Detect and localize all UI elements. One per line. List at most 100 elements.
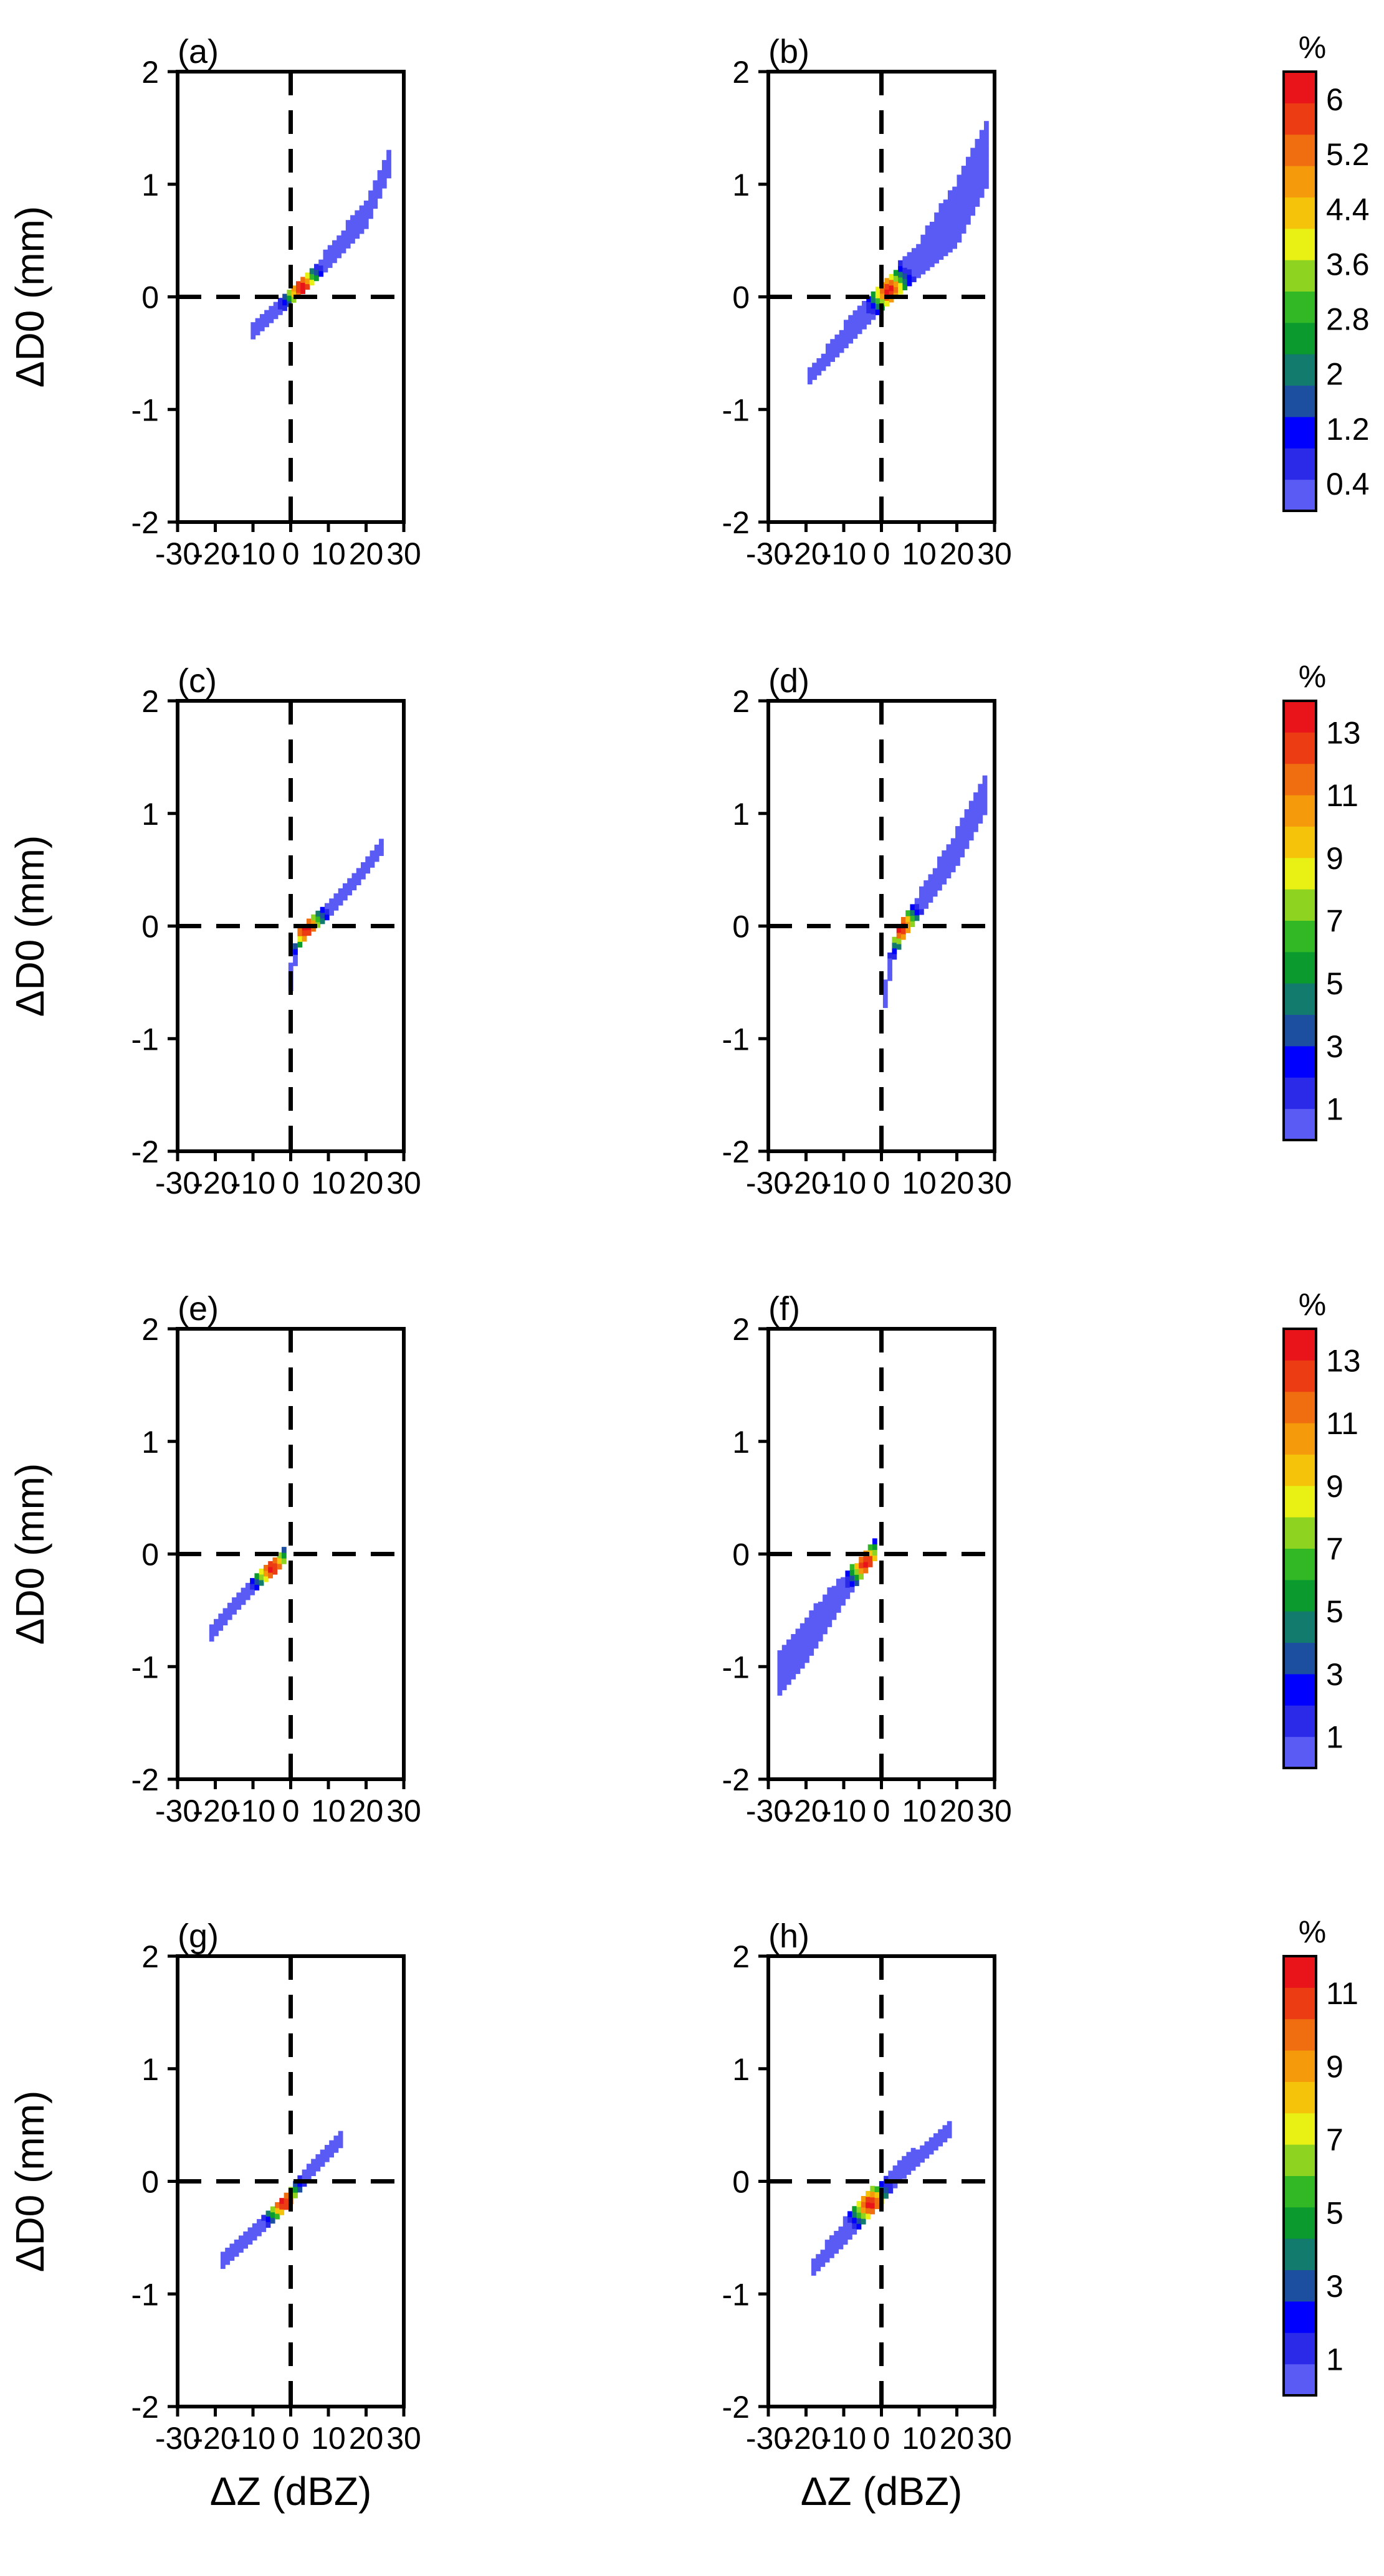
heat-cell	[938, 237, 944, 243]
y-tick-label: 2	[141, 684, 159, 719]
heat-cell	[943, 244, 948, 251]
heat-cell	[279, 2198, 285, 2204]
x-tick-label: -30	[155, 1166, 200, 1200]
heat-cell	[273, 313, 279, 320]
heat-cell	[946, 872, 952, 879]
heat-cell	[834, 351, 840, 358]
heat-cell	[243, 2231, 249, 2238]
x-tick-label: 30	[977, 1166, 1012, 1200]
heat-cell	[827, 1610, 833, 1616]
heat-cell	[816, 369, 822, 376]
heat-cell	[225, 2253, 230, 2260]
heat-cell	[293, 2187, 298, 2193]
heat-cell	[302, 2169, 307, 2176]
heat-cell	[842, 2227, 848, 2234]
heat-cell	[961, 166, 966, 172]
heat-cell	[882, 991, 888, 997]
heat-cell	[320, 2160, 325, 2167]
heat-cell	[830, 356, 835, 362]
heat-cell	[812, 374, 817, 380]
colorbar-segment	[1284, 920, 1316, 953]
heat-cell	[373, 197, 378, 204]
heat-cell	[284, 2192, 289, 2199]
heat-cell	[813, 1620, 819, 1627]
heat-cell	[324, 2151, 330, 2157]
heat-cell	[857, 322, 862, 329]
x-tick-label: -20	[193, 1166, 237, 1200]
y-axis-label: ΔD0 (mm)	[7, 206, 52, 388]
heat-cell	[859, 1562, 864, 1569]
heat-cell	[282, 305, 287, 311]
heat-cell	[786, 1645, 791, 1652]
heat-cell	[884, 289, 890, 295]
heat-cell	[960, 829, 965, 835]
heat-cell	[813, 1609, 819, 1615]
heat-cell	[218, 1625, 224, 1631]
heat-cell	[831, 1614, 837, 1620]
heat-cell	[359, 216, 365, 223]
heat-cell	[818, 1635, 823, 1642]
heat-cell	[952, 209, 957, 216]
heat-cell	[968, 817, 974, 824]
x-tick-label: 0	[282, 1166, 300, 1200]
heat-cell	[809, 1633, 814, 1639]
heat-cell	[943, 250, 948, 257]
heat-cell	[844, 342, 849, 349]
heat-cell	[227, 1608, 232, 1615]
heat-cell	[252, 2223, 257, 2230]
heat-cell	[984, 160, 989, 167]
heat-cell	[234, 2251, 239, 2257]
heatmap	[209, 1547, 287, 1642]
heat-cell	[332, 240, 337, 247]
heat-cell	[830, 345, 835, 351]
heat-cell	[329, 2151, 334, 2158]
heat-cell	[892, 2182, 898, 2189]
heat-cell	[829, 2235, 834, 2241]
heat-cell	[355, 216, 360, 222]
colorbar-unit: %	[1299, 1914, 1326, 1949]
heat-cell	[892, 2165, 898, 2172]
heat-cell	[809, 1622, 814, 1628]
heat-cell	[957, 219, 962, 226]
heat-cell	[937, 873, 942, 880]
heat-cell	[804, 1645, 809, 1652]
heat-cell	[934, 235, 939, 241]
heat-cell	[872, 1538, 877, 1544]
heatmap	[220, 2131, 343, 2269]
heat-cell	[889, 285, 894, 292]
heat-cell	[341, 231, 346, 237]
heat-cell	[900, 934, 906, 940]
heat-cell	[978, 806, 983, 812]
y-tick-label: -2	[722, 505, 750, 540]
heat-cell	[943, 205, 948, 211]
heat-cell	[781, 1667, 787, 1674]
heat-cell	[898, 265, 903, 272]
heat-cell	[893, 270, 899, 276]
heat-cell	[975, 189, 980, 196]
heat-cell	[982, 781, 988, 787]
colorbar-segment	[1284, 1642, 1316, 1675]
heat-cell	[978, 817, 983, 824]
heat-cell	[975, 138, 980, 145]
heat-cell	[961, 205, 966, 211]
heat-cell	[928, 2148, 934, 2155]
heat-cell	[849, 1586, 855, 1593]
x-tick-label: -30	[746, 1166, 791, 1200]
colorbar-tick-label: 1	[1326, 1720, 1343, 1755]
heat-cell	[320, 918, 325, 924]
heat-cell	[947, 229, 953, 236]
colorbar-segment	[1284, 1077, 1316, 1110]
heat-cell	[813, 1642, 819, 1649]
heat-cell	[214, 1624, 219, 1631]
heat-cell	[882, 985, 888, 991]
heat-cell	[347, 889, 353, 896]
heat-cell	[347, 878, 353, 885]
heat-cell	[809, 1644, 814, 1650]
heat-cell	[293, 960, 298, 966]
heat-cell	[841, 1588, 846, 1595]
heat-cell	[975, 156, 980, 162]
heat-cell	[882, 1002, 888, 1009]
x-tick-label: 20	[349, 1794, 384, 1828]
heat-cell	[919, 897, 924, 904]
heat-cell	[928, 2142, 934, 2149]
